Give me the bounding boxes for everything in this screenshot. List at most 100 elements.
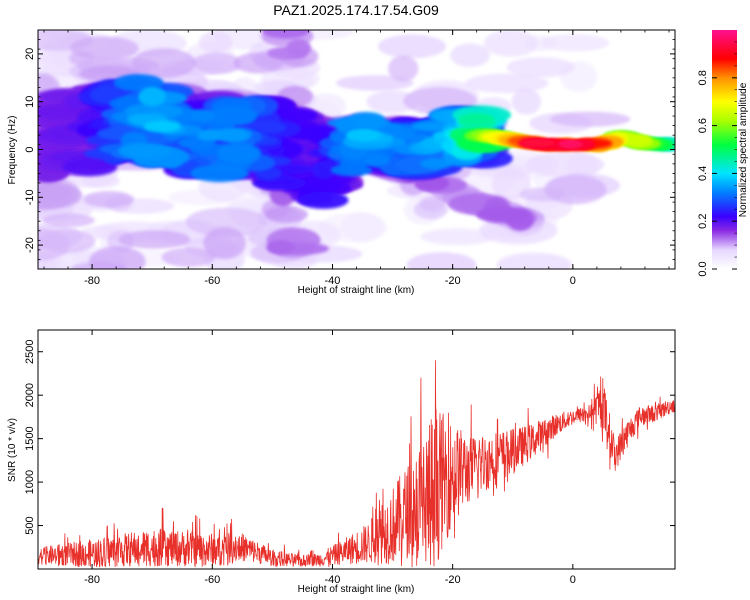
spectrogram-cell [419,196,446,213]
spectrogram-cell [132,48,196,79]
spectrogram-cell [298,191,349,209]
snr-x-ticks: -80 -60 -40 -20 0 [84,330,576,586]
colorbar: 0.0 0.2 0.4 0.6 0.8 Normalized spectral ampl… [697,30,749,277]
colorbar-gradient [712,30,737,269]
spectrogram-cell [62,157,118,177]
spectrogram-cell [217,142,261,164]
x-tick-label: -40 [325,574,341,586]
spectrogram-cell [549,111,631,127]
chart-title: PAZ1.2025.174.17.54.G09 [273,2,439,18]
spectrogram-x-ticks: -80 -60 -40 -20 0 [38,29,675,569]
x-tick-label: -80 [84,574,100,586]
spectrogram-cell [89,246,146,269]
x-tick-label: 0 [570,574,576,586]
snr-panel: -80 -60 -40 -20 0 500 1000 1500 2000 2500 Height… [7,329,676,595]
colorbar-label: Normalized spectral amplitude [738,82,749,217]
spectrogram-cell [190,109,216,122]
snr-series-line [38,360,675,568]
spectrogram-cell [354,117,391,128]
y-tick-label: 1500 [24,426,36,450]
y-tick-label: -10 [24,189,36,205]
spectrogram-cell [70,36,139,61]
spectrogram-cell [192,52,241,75]
colorbar-tick-label: 0.8 [697,70,709,85]
y-tick-label: 10 [24,96,36,108]
spectrogram-cell [203,227,246,260]
spectrogram-cell [118,142,173,160]
spectrogram-cell [458,113,494,125]
spectrogram-cell [197,130,220,141]
spectrogram-cell [82,174,120,188]
spectrogram-cell [506,57,575,78]
spectrogram-cell [286,38,312,58]
spectrogram-cell [420,228,495,246]
spectrogram-cell [266,240,295,255]
x-tick-label: -80 [84,275,100,287]
x-tick-label: -40 [325,275,341,287]
y-tick-label: 0 [24,146,36,152]
colorbar-tick-label: 0.2 [697,214,709,229]
colorbar-tick-label: 0.6 [697,118,709,133]
spectrogram-cell [264,206,309,223]
colorbar-tick-label: 0.0 [697,261,709,276]
spectrogram-cell [161,247,216,268]
spectrogram-cell [420,158,453,170]
spectrogram-cell [544,175,607,205]
spectrogram-cell [526,152,605,177]
x-tick-label: -60 [204,574,220,586]
y-tick-label: 1000 [24,470,36,494]
spectrogram-cell [127,114,151,125]
snr-frame [37,329,676,570]
spectrogram-cell [118,230,191,249]
spectrogram-cell [113,74,164,92]
spectrogram-y-ticks: -20 -10 0 10 20 [24,48,675,253]
snr-background [38,330,675,569]
y-tick-label: 2000 [24,383,36,407]
snr-y-label: SNR (10 * v/v) [7,418,18,482]
spectrogram-cell [143,120,181,133]
spectrogram-cell [185,207,268,237]
spectrogram-cell [366,90,418,114]
spectrogram-cell [378,34,446,59]
spectrogram-x-label: Height of straight line (km) [298,285,415,296]
y-tick-label: 20 [24,48,36,60]
spectrogram-cell [511,88,542,115]
spectrogram-cell [522,139,556,147]
spectrogram-cell [496,252,572,269]
spectrogram-cell [198,31,233,54]
colorbar-ticks: 0.0 0.2 0.4 0.6 0.8 [697,41,737,277]
spectrogram-cell [42,213,95,228]
spectrogram-cell [483,30,539,57]
x-tick-label: -20 [445,574,461,586]
spectrogram-cell [450,43,490,68]
spectrogram-cell [340,212,385,242]
spectrogram-cell [138,87,166,107]
spectrogram-heatmap [38,30,675,269]
spectrogram-cell [233,52,284,74]
spectrogram-cell [262,30,310,39]
spectrogram-y-label: Frequency (Hz) [7,116,18,185]
spectrogram-cell [190,164,249,183]
spectrogram-cell [540,34,610,52]
x-tick-label: -60 [204,275,220,287]
snr-y-ticks: 500 1000 1500 2000 2500 [24,339,675,535]
spectrogram-cell [271,107,318,124]
spectrogram-cell [38,228,71,261]
spectrogram-cell [83,191,134,208]
spectrogram-cell [388,55,419,82]
spectrogram-cell [476,207,528,223]
x-tick-label: -20 [445,275,461,287]
spectrogram-cell [465,73,549,94]
spectrogram-cell [208,105,258,126]
spectrogram-cell [346,130,382,141]
x-tick-label: 0 [570,275,576,287]
snr-x-label: Height of straight line (km) [298,584,415,595]
y-tick-label: -20 [24,237,36,253]
spectrogram-cell [406,252,477,269]
spectrogram-cell [364,153,390,167]
y-tick-label: 500 [24,516,36,534]
y-tick-label: 2500 [24,339,36,363]
spectrogram-cell [558,139,582,149]
colorbar-tick-label: 0.4 [697,166,709,181]
